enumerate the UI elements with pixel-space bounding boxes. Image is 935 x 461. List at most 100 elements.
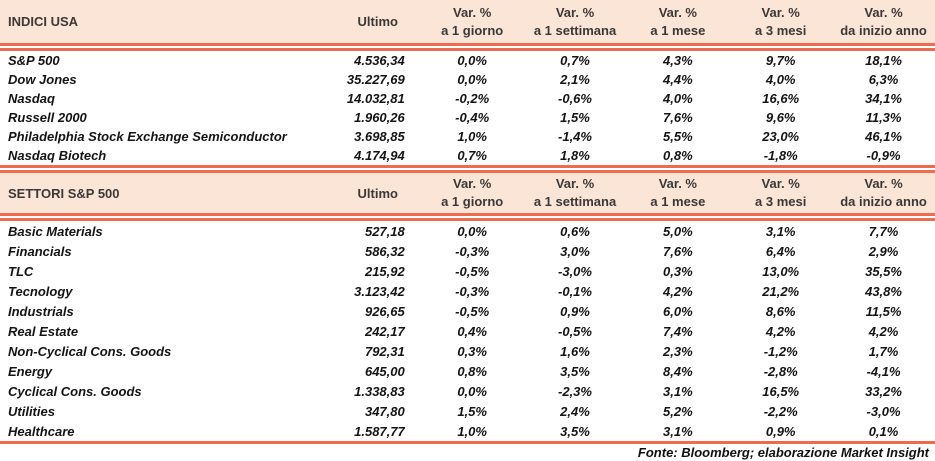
row-var-value-2: 6,0% (663, 303, 693, 319)
row-var-value-3: 0,9% (765, 423, 796, 439)
period-label: a 1 mese (650, 22, 706, 38)
double-rule (0, 43, 935, 51)
table-row: Healthcare 1.587,77 1,0% 3,5% 3,1% 0,9% 0,1% (0, 421, 935, 441)
double-rule (0, 165, 935, 173)
column-header-var-3-mesi: Var. % a 3 mesi (729, 173, 832, 213)
indici-usa-rows: S&P 500 4.536,34 0,0% 0,7% 4,3% 9,7% 18,1% Dow … (0, 51, 935, 165)
row-var-value-1: 3,0% (560, 243, 590, 259)
var-label: Var. % (761, 4, 800, 20)
row-var-value-0: 0,0% (457, 223, 487, 239)
row-var-value-3: -1,2% (763, 343, 798, 359)
row-var-value-1: -3,0% (558, 263, 592, 279)
row-var-value-4: 43,8% (865, 283, 902, 299)
row-var-value-3: -1,8% (763, 148, 798, 163)
row-var-value-0: 0,0% (457, 53, 487, 68)
table-title: SETTORI S&P 500 (8, 185, 120, 201)
row-ultimo-value: 35.227,69 (346, 72, 405, 87)
row-var-value-3: -2,2% (763, 403, 798, 419)
row-name: Tecnology (8, 283, 73, 299)
row-ultimo-value: 926,65 (364, 303, 405, 319)
row-var-value-4: -0,9% (866, 148, 901, 163)
row-var-value-1: 3,5% (560, 423, 590, 439)
row-var-value-1: 1,5% (560, 110, 590, 125)
column-header-var-inizio-anno: Var. % da inizio anno (832, 0, 935, 43)
table-row: Nasdaq Biotech 4.174,94 0,7% 1,8% 0,8% -1,8% -… (0, 146, 935, 165)
row-var-value-3: 3,1% (765, 223, 796, 239)
row-var-value-1: 2,1% (560, 72, 590, 87)
table-row: Russell 2000 1.960,26 -0,4% 1,5% 7,6% 9,6% 11,… (0, 108, 935, 127)
double-rule (0, 213, 935, 221)
table-row: Basic Materials 527,18 0,0% 0,6% 5,0% 3,1% 7,7… (0, 221, 935, 241)
row-var-value-3: 4,2% (765, 323, 796, 339)
row-var-value-4: 33,2% (865, 383, 902, 399)
row-var-value-1: -0,5% (558, 323, 592, 339)
row-var-value-1: 0,7% (560, 53, 590, 68)
var-label: Var. % (658, 4, 697, 20)
var-label: Var. % (555, 4, 595, 20)
table-row: Financials 586,32 -0,3% 3,0% 7,6% 6,4% 2,9% (0, 241, 935, 261)
row-var-value-1: -1,4% (558, 129, 592, 144)
column-header-var-1-mese: Var. % a 1 mese (626, 173, 729, 213)
row-name: Non-Cyclical Cons. Goods (8, 343, 172, 359)
table-row: Industrials 926,65 -0,5% 0,9% 6,0% 8,6% 11,5% (0, 301, 935, 321)
column-header-ultimo: Ultimo (357, 14, 398, 29)
row-var-value-4: 2,9% (868, 243, 899, 259)
row-name: Cyclical Cons. Goods (8, 383, 142, 399)
row-var-value-3: 21,2% (762, 283, 800, 299)
settori-sp500-rows: Basic Materials 527,18 0,0% 0,6% 5,0% 3,1% 7,7… (0, 221, 935, 441)
row-var-value-1: 3,5% (560, 363, 590, 379)
row-var-value-3: 13,0% (762, 263, 800, 279)
var-label: Var. % (658, 176, 697, 191)
row-var-value-4: 18,1% (865, 53, 902, 68)
row-ultimo-value: 1.960,26 (354, 110, 405, 125)
row-var-value-2: 8,4% (663, 363, 693, 379)
row-name: S&P 500 (8, 53, 60, 68)
period-label: a 3 mesi (755, 22, 807, 38)
row-var-value-1: 1,8% (560, 148, 590, 163)
table-row: Philadelphia Stock Exchange Semiconducto… (0, 127, 935, 146)
row-ultimo-value: 347,80 (364, 403, 405, 419)
row-var-value-2: 7,6% (663, 243, 693, 259)
row-var-value-0: 0,0% (457, 383, 487, 399)
row-var-value-0: -0,4% (455, 110, 490, 125)
row-var-value-2: 0,3% (663, 263, 693, 279)
row-var-value-4: 11,3% (865, 110, 902, 125)
table-row: Cyclical Cons. Goods 1.338,83 0,0% -2,3% 3,1… (0, 381, 935, 401)
table-row: Non-Cyclical Cons. Goods 792,31 0,3% 1,6% 2,… (0, 341, 935, 361)
table-row: Energy 645,00 0,8% 3,5% 8,4% -2,8% -4,1% (0, 361, 935, 381)
row-name: Utilities (8, 403, 55, 419)
row-name: Nasdaq Biotech (8, 148, 107, 163)
row-var-value-3: 4,0% (765, 72, 796, 87)
row-var-value-2: 3,1% (663, 423, 693, 439)
row-var-value-4: 7,7% (868, 223, 899, 239)
row-ultimo-value: 3.123,42 (354, 283, 405, 299)
row-name: Financials (8, 243, 72, 259)
row-var-value-0: 1,0% (457, 423, 487, 439)
var-label: Var. % (761, 176, 800, 191)
row-ultimo-value: 3.698,85 (354, 129, 405, 144)
row-name: Nasdaq (8, 91, 55, 106)
row-var-value-2: 4,4% (663, 72, 693, 87)
row-ultimo-value: 1.587,77 (354, 423, 405, 439)
row-var-value-3: -2,8% (763, 363, 798, 379)
table-title: INDICI USA (8, 14, 79, 29)
row-var-value-0: -0,5% (455, 263, 490, 279)
row-var-value-4: -4,1% (866, 363, 901, 379)
row-ultimo-value: 242,17 (364, 323, 405, 339)
period-label: a 1 settimana (533, 194, 617, 209)
row-var-value-4: 4,2% (868, 323, 899, 339)
row-ultimo-value: 4.174,94 (354, 148, 405, 163)
row-var-value-1: 0,6% (560, 223, 590, 239)
row-var-value-3: 6,4% (765, 243, 796, 259)
source-note: Fonte: Bloomberg; elaborazione Market In… (637, 445, 929, 460)
row-var-value-4: 35,5% (865, 263, 902, 279)
column-header-var-3-mesi: Var. % a 3 mesi (729, 0, 832, 43)
period-label: a 1 giorno (441, 194, 504, 209)
var-label: Var. % (453, 176, 492, 191)
table-row: Tecnology 3.123,42 -0,3% -0,1% 4,2% 21,2% 43,8… (0, 281, 935, 301)
var-label: Var. % (555, 176, 595, 191)
row-name: Energy (8, 363, 53, 379)
row-var-value-2: 5,2% (663, 403, 693, 419)
row-name: Healthcare (8, 423, 75, 439)
row-var-value-1: -0,6% (558, 91, 592, 106)
